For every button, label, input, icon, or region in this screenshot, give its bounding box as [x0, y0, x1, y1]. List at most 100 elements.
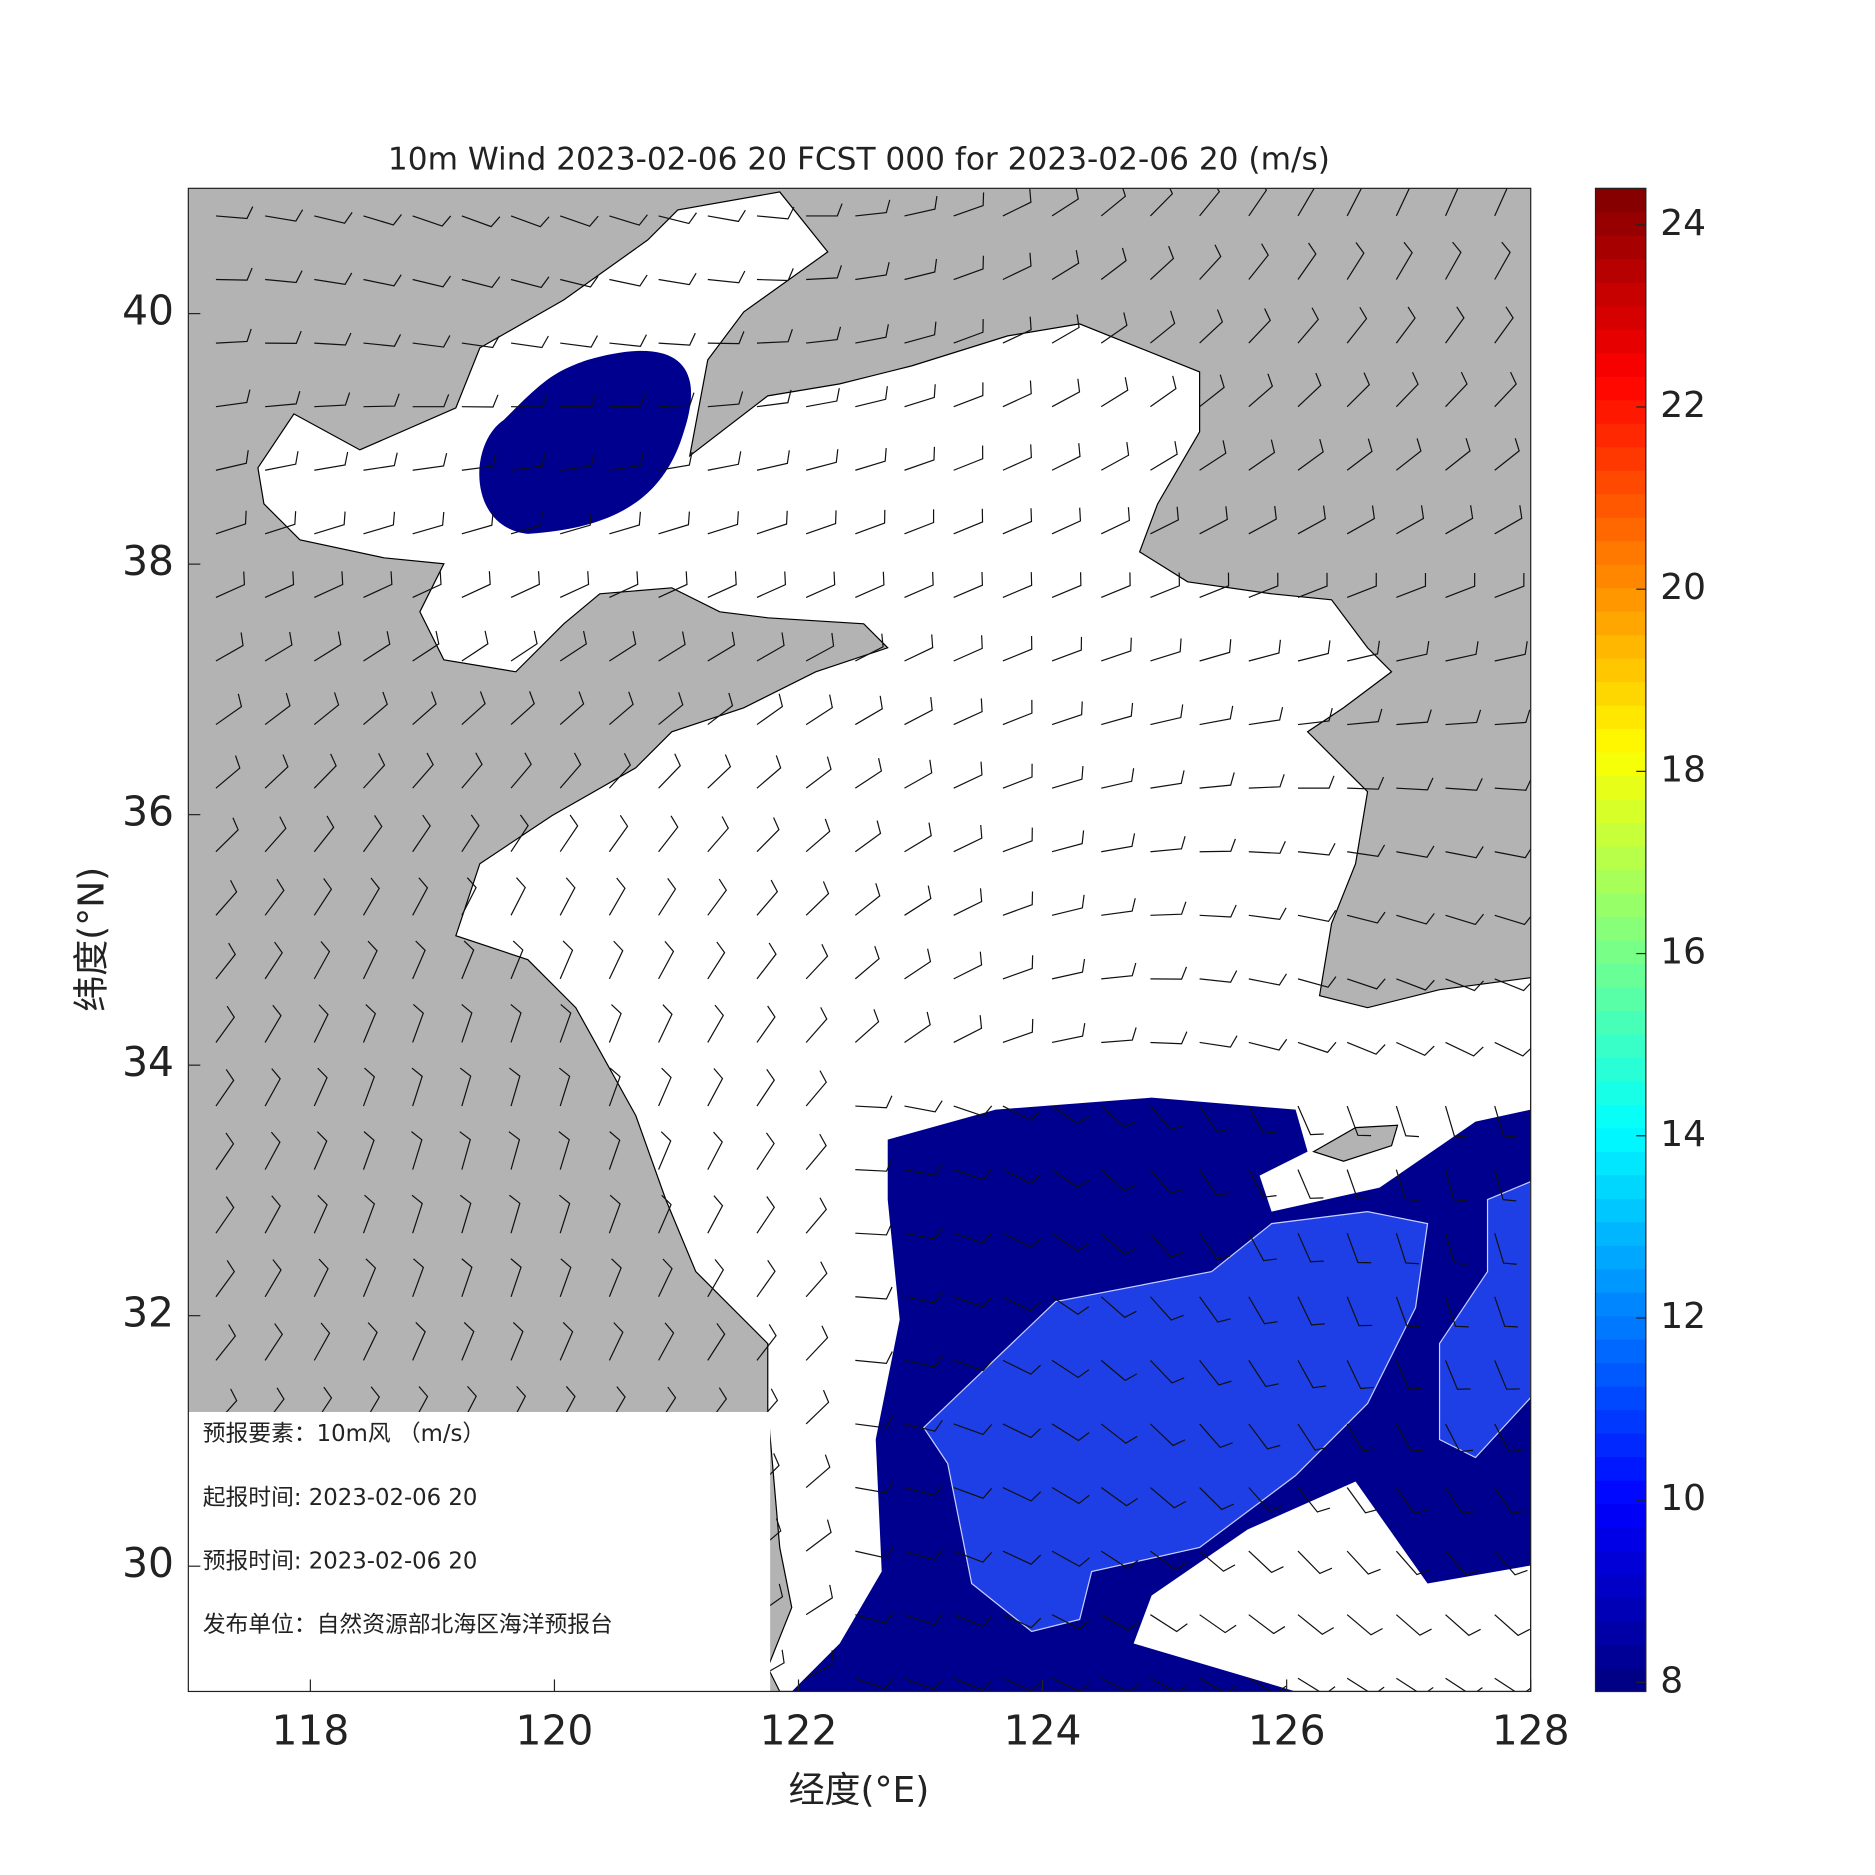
wind-barb — [1346, 1487, 1379, 1514]
wind-barb — [558, 1131, 570, 1170]
wind-barb — [313, 753, 337, 789]
colorbar-band — [1595, 822, 1646, 847]
wind-barb — [1002, 1359, 1041, 1375]
wind-barb — [314, 571, 344, 598]
colorbar-tick-label: 16 — [1660, 932, 1706, 973]
colorbar-band — [1595, 845, 1646, 871]
wind-barb — [215, 1324, 237, 1361]
wind-barb — [756, 571, 787, 598]
wind-barb — [559, 1258, 572, 1297]
chart-title: 10m Wind 2023-02-06 20 FCST 000 for 2023… — [388, 142, 1330, 178]
wind-barb — [1444, 1360, 1471, 1390]
wind-barb — [264, 1195, 281, 1234]
wind-barb — [1494, 1550, 1528, 1576]
wind-barb — [362, 1004, 377, 1043]
wind-barb — [1051, 188, 1079, 217]
wind-barb — [953, 319, 984, 344]
wind-barb — [1297, 843, 1336, 856]
wind-barb — [904, 1355, 943, 1368]
wind-barb — [953, 698, 983, 726]
wind-barb — [461, 453, 497, 471]
wind-barb — [461, 940, 475, 980]
wind-barb — [904, 571, 934, 598]
colorbar-band — [1595, 1127, 1646, 1152]
colorbar-band — [1595, 1174, 1646, 1199]
wind-barb — [855, 1286, 893, 1300]
wind-barb — [756, 632, 785, 662]
wind-barb — [805, 510, 837, 535]
wind-barb — [1445, 778, 1483, 791]
wind-barb — [855, 1095, 893, 1109]
wind-barb — [412, 877, 429, 916]
wind-barb — [1297, 1487, 1331, 1513]
wind-barb — [805, 632, 835, 662]
wind-barb — [756, 1259, 776, 1298]
wind-barb — [904, 885, 932, 916]
info-line: 起报时间: 2023-02-06 20 — [203, 1485, 478, 1511]
wind-barb — [1150, 375, 1177, 408]
wind-barb — [559, 630, 587, 662]
wind-barb — [1051, 1169, 1089, 1189]
wind-barb — [1395, 188, 1410, 217]
wind-barb — [1051, 1550, 1090, 1567]
wind-barb — [264, 511, 297, 535]
wind-barbs — [215, 188, 1531, 1692]
wind-barb — [510, 215, 550, 228]
wind-barb — [1051, 958, 1086, 980]
colorbar-band — [1595, 258, 1646, 283]
wind-barb — [1494, 1105, 1517, 1138]
wind-barb — [215, 693, 243, 726]
colorbar-band — [1595, 1456, 1646, 1481]
wind-barb — [510, 335, 549, 349]
wind-barb — [510, 1003, 522, 1043]
wind-barb — [953, 761, 983, 789]
wind-barb — [855, 1351, 893, 1364]
wind-barb — [904, 822, 932, 853]
wind-barb — [707, 692, 734, 726]
wind-barb — [1051, 1614, 1091, 1630]
wind-barb — [609, 452, 644, 471]
wind-barb — [1396, 845, 1435, 858]
wind-barb — [1149, 1105, 1184, 1131]
wind-barb — [412, 1004, 425, 1043]
wind-barb — [805, 881, 830, 916]
colorbar-band — [1595, 540, 1646, 565]
colorbar-band — [1595, 681, 1646, 706]
wind-barb — [510, 1258, 522, 1297]
wind-barb — [608, 1004, 622, 1043]
wind-barb — [609, 214, 648, 226]
wind-barb — [1297, 1105, 1324, 1136]
wind-barb — [461, 1321, 475, 1361]
wind-barb — [1494, 241, 1511, 280]
wind-barb — [1445, 641, 1479, 662]
wind-barb — [363, 334, 402, 347]
wind-barb — [1395, 1614, 1432, 1636]
wind-barb — [362, 940, 378, 980]
wind-barb — [363, 393, 400, 408]
wind-barb — [1297, 1041, 1337, 1054]
wind-barb — [1150, 441, 1178, 471]
wind-barb — [362, 877, 380, 916]
wind-barb — [1248, 188, 1268, 217]
wind-barb — [1395, 241, 1413, 280]
x-tick-label: 118 — [271, 1706, 349, 1754]
wind-barb — [854, 820, 882, 853]
wind-barb — [707, 571, 737, 598]
colorbar-band — [1595, 963, 1646, 988]
wind-barb — [707, 1195, 724, 1234]
colorbar-band — [1595, 329, 1646, 354]
wind-barb — [1346, 1360, 1374, 1390]
wind-barb — [953, 1359, 993, 1372]
wind-barb — [1297, 1232, 1324, 1263]
wind-barb — [1149, 1232, 1184, 1258]
wind-barb — [1051, 443, 1081, 471]
wind-barb — [461, 512, 494, 535]
wind-barb — [1346, 1677, 1385, 1692]
wind-barb — [608, 877, 626, 916]
colorbar-tick-label: 8 — [1660, 1660, 1683, 1701]
wind-barb — [363, 691, 388, 726]
wind-barb — [904, 948, 932, 980]
wind-barb — [805, 449, 839, 471]
wind-barb — [1297, 307, 1319, 344]
wind-barb — [1396, 1677, 1434, 1692]
